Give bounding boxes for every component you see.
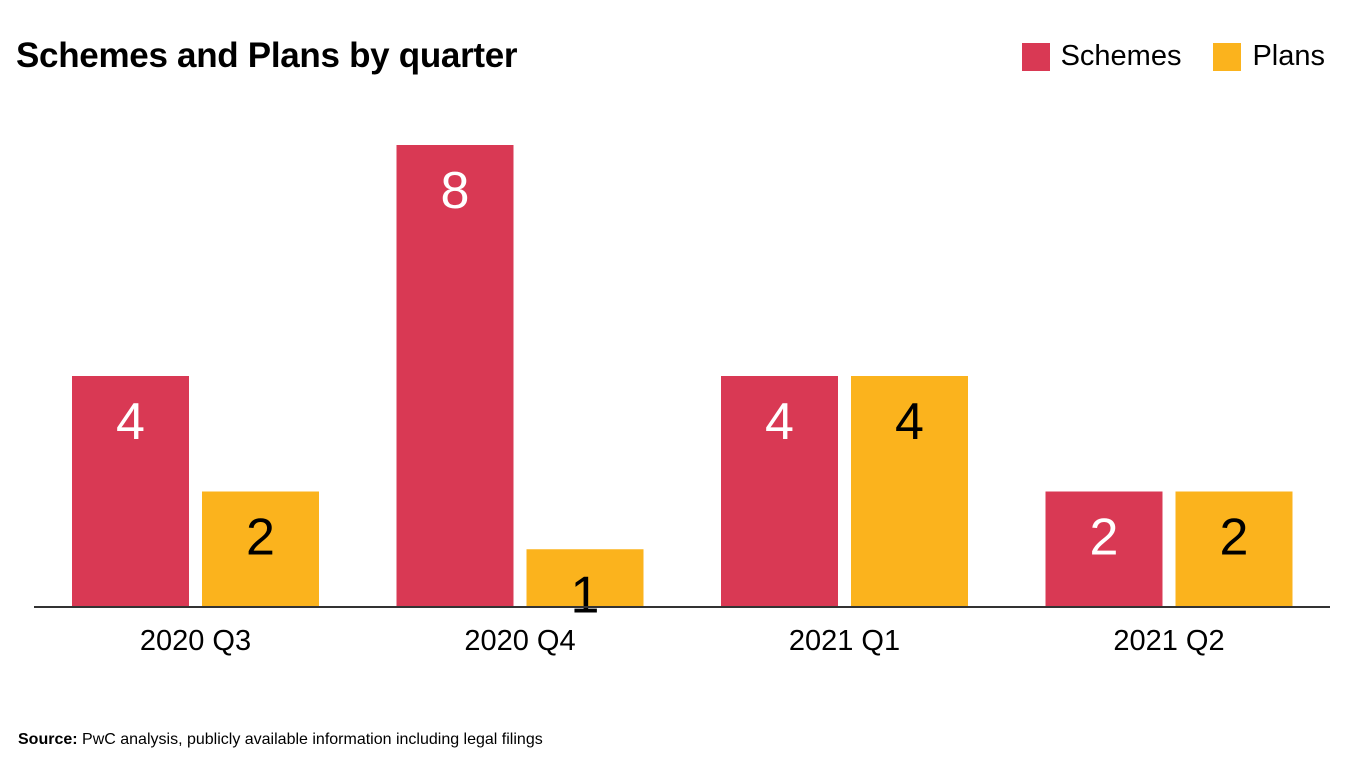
bar-plans-2020-q4 xyxy=(526,549,644,607)
legend-item-schemes: Schemes xyxy=(1021,40,1182,73)
data-label-schemes-2021-q2: 2 xyxy=(1090,509,1119,567)
data-label-schemes-2020-q3: 4 xyxy=(116,393,145,451)
bar-schemes-2020-q3 xyxy=(72,376,189,607)
x-tick-label-2020-q3: 2020 Q3 xyxy=(140,625,251,657)
bar-schemes-2020-q4 xyxy=(396,145,514,607)
bar-schemes-2021-q2 xyxy=(1045,491,1163,607)
bar-schemes-2021-q1 xyxy=(721,376,838,607)
data-label-plans-2020-q3: 2 xyxy=(246,509,275,567)
data-label-plans-2021-q1: 4 xyxy=(895,393,924,451)
x-tick-label-2020-q4: 2020 Q4 xyxy=(464,625,575,657)
chart-legend: Schemes Plans xyxy=(990,40,1325,73)
legend-swatch-schemes xyxy=(1021,42,1050,71)
data-label-plans-2020-q4: 1 xyxy=(571,566,600,624)
data-label-schemes-2020-q4: 8 xyxy=(441,162,470,220)
bar-plans-2021-q1 xyxy=(851,376,968,607)
source-label: Source: xyxy=(18,731,78,748)
legend-label-schemes: Schemes xyxy=(1060,40,1182,72)
legend-swatch-plans xyxy=(1213,42,1242,71)
chart-title: Schemes and Plans by quarter xyxy=(16,36,518,75)
bar-plans-2020-q3 xyxy=(202,491,319,607)
bar-plans-2021-q2 xyxy=(1175,491,1293,607)
data-label-schemes-2021-q1: 4 xyxy=(765,393,794,451)
source-note: Source: PwC analysis, publicly available… xyxy=(18,731,543,749)
legend-label-plans: Plans xyxy=(1252,40,1325,72)
x-tick-label-2021-q2: 2021 Q2 xyxy=(1113,625,1224,657)
x-tick-label-2021-q1: 2021 Q1 xyxy=(789,625,900,657)
data-label-plans-2021-q2: 2 xyxy=(1220,509,1249,567)
source-text: PwC analysis, publicly available informa… xyxy=(82,731,543,748)
legend-item-plans: Plans xyxy=(1213,40,1325,73)
